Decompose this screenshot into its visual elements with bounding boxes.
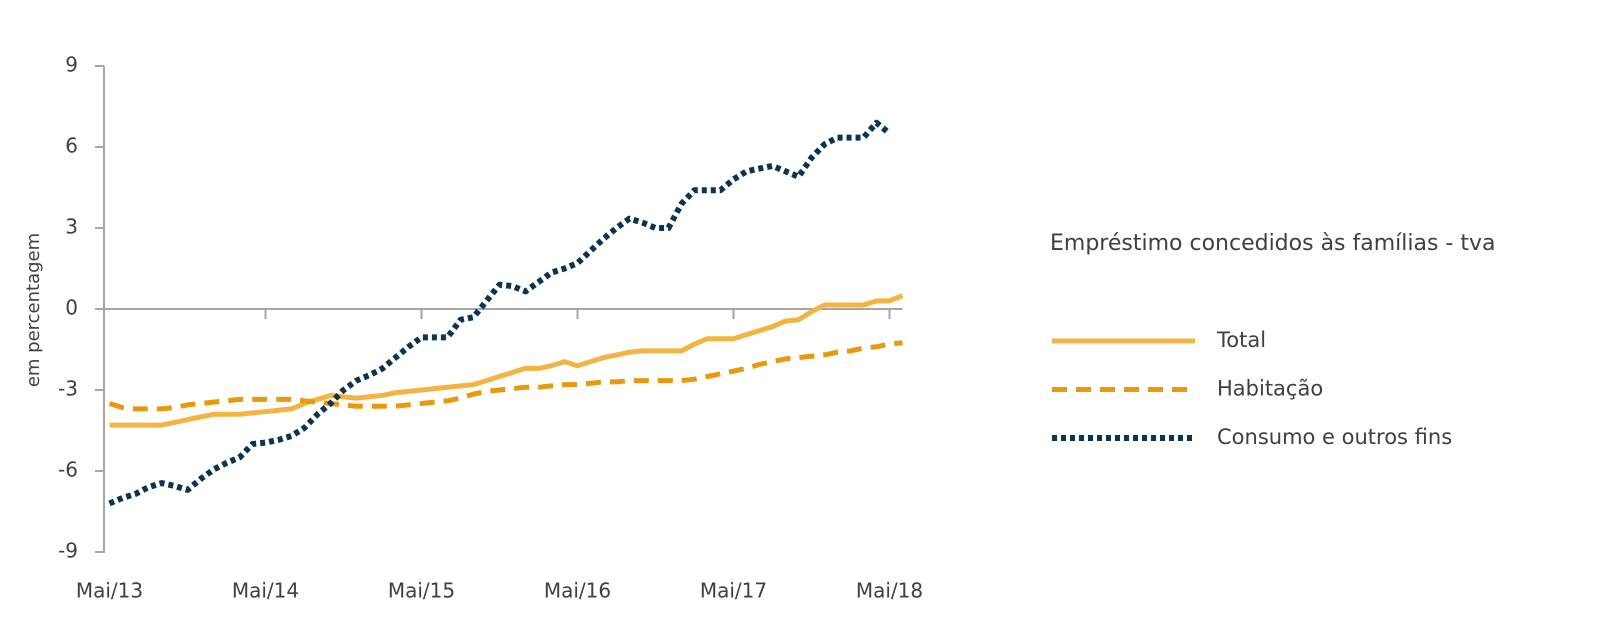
legend-label: Total <box>1216 328 1266 352</box>
y-tick-label: 3 <box>65 215 78 239</box>
legend-title: Empréstimo concedidos às famílias - tva <box>1050 231 1496 256</box>
y-tick-label: 0 <box>65 296 78 320</box>
x-tick-label: Mai/17 <box>700 579 767 603</box>
y-tick-label: -3 <box>58 377 78 401</box>
y-tick-label: 9 <box>65 53 78 77</box>
line-series <box>108 119 892 507</box>
x-tick-label: Mai/15 <box>388 579 455 603</box>
legend-label: Consumo e outros fins <box>1217 425 1452 449</box>
line-series <box>108 340 903 412</box>
y-tick-label: -9 <box>58 539 78 563</box>
legend-label: Habitação <box>1217 377 1323 401</box>
line-series <box>109 293 904 428</box>
y-axis-label: em percentagem <box>23 233 44 387</box>
x-tick-label: Mai/16 <box>544 579 611 603</box>
x-tick-label: Mai/13 <box>76 579 143 603</box>
x-tick-label: Mai/14 <box>232 579 299 603</box>
y-tick-label: -6 <box>58 458 78 482</box>
y-tick-label: 6 <box>65 134 78 158</box>
x-tick-label: Mai/18 <box>856 579 923 603</box>
